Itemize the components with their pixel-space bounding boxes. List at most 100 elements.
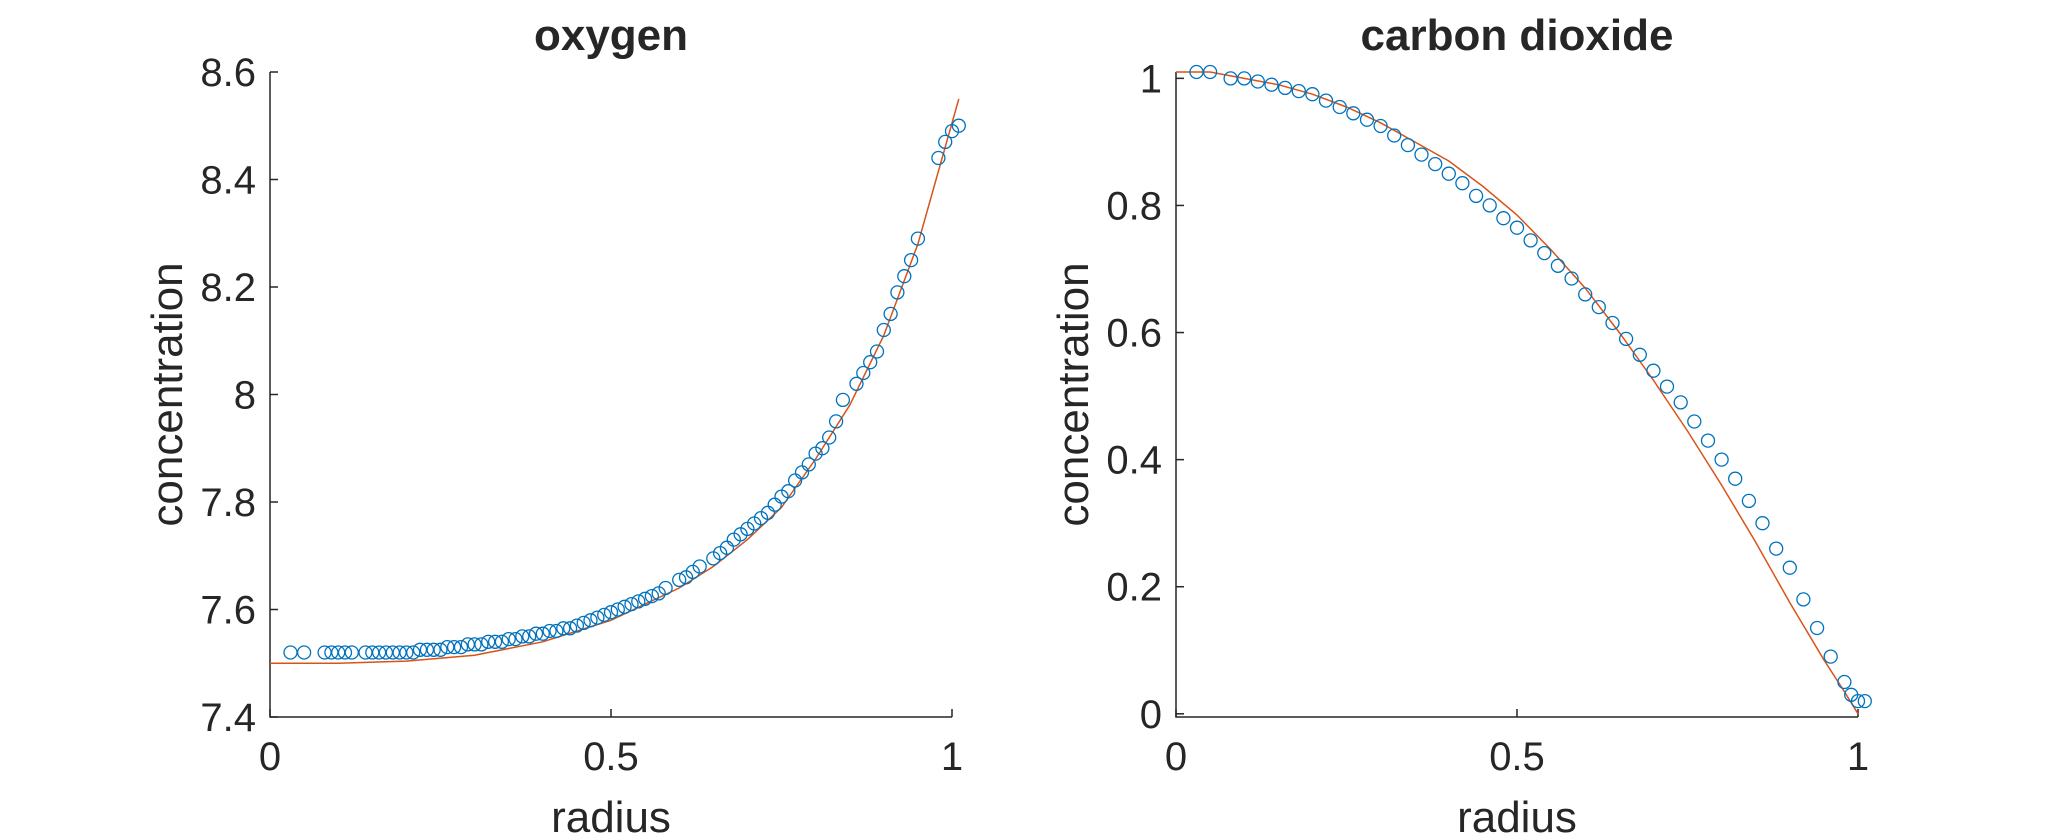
data-point xyxy=(378,645,394,660)
data-point xyxy=(1202,64,1218,80)
data-point xyxy=(692,559,707,574)
data-point xyxy=(1509,220,1525,235)
data-point xyxy=(528,626,544,641)
data-point xyxy=(344,645,359,660)
oxygen-plot: 7.4 7.6 7.8 8 8.2 8.4 8.6 0 0.5 1 oxygen radius conc… xyxy=(143,11,966,840)
data-point xyxy=(822,430,837,445)
data-point xyxy=(1264,77,1279,92)
fit-curve xyxy=(1176,71,1859,715)
data-point xyxy=(399,645,414,660)
data-point xyxy=(1455,176,1470,191)
data-point xyxy=(515,629,530,644)
data-point xyxy=(542,623,557,639)
data-point xyxy=(1837,674,1852,690)
data-point xyxy=(869,344,885,359)
data-point xyxy=(1291,83,1306,99)
data-point xyxy=(1809,620,1825,636)
data-point xyxy=(624,596,639,612)
y-tick-label: 8 xyxy=(234,374,256,418)
y-tick-label: 0.6 xyxy=(1106,312,1162,356)
data-point xyxy=(931,150,946,166)
data-point xyxy=(337,645,353,660)
data-point xyxy=(1823,649,1838,664)
data-point xyxy=(815,441,830,456)
data-point xyxy=(569,618,585,633)
x-tick-label: 0.5 xyxy=(583,735,639,779)
data-point xyxy=(576,615,591,631)
data-point xyxy=(1318,93,1334,108)
y-tick-label: 0 xyxy=(1140,693,1162,737)
plot-title: carbon dioxide xyxy=(1361,11,1674,60)
x-axis-label: radius xyxy=(551,793,671,840)
y-tick-label: 0.2 xyxy=(1106,566,1162,610)
y-tick-label: 8.6 xyxy=(200,51,256,95)
data-point xyxy=(637,591,653,606)
data-point xyxy=(481,634,496,649)
data-point xyxy=(562,621,578,636)
data-point xyxy=(453,639,469,655)
data-point xyxy=(1769,541,1784,556)
carbon-dioxide-plot: 0 0.2 0.4 0.6 0.8 1 0 0.5 1 carbon dioxide radius c… xyxy=(1049,11,1872,840)
data-point xyxy=(1673,395,1688,410)
data-point xyxy=(597,607,612,623)
data-point xyxy=(583,613,598,628)
data-point xyxy=(658,580,673,596)
data-point xyxy=(467,637,482,652)
data-point xyxy=(1414,147,1429,162)
data-point xyxy=(1496,211,1511,226)
data-point xyxy=(876,322,891,338)
data-point xyxy=(426,642,441,657)
data-point xyxy=(1550,258,1566,273)
data-point xyxy=(849,376,864,391)
data-point xyxy=(1850,693,1866,709)
data-point xyxy=(590,610,605,625)
x-axis-label: radius xyxy=(1457,793,1577,840)
data-point xyxy=(1741,493,1757,509)
data-point xyxy=(835,392,851,408)
x-tick-label: 0 xyxy=(259,735,281,779)
data-point xyxy=(1796,592,1811,607)
data-point xyxy=(801,457,816,472)
x-tick-label: 1 xyxy=(1847,735,1869,779)
data-point xyxy=(549,623,564,639)
data-point xyxy=(1387,128,1402,143)
data-point xyxy=(296,645,312,660)
data-point xyxy=(1700,433,1716,448)
data-point xyxy=(863,355,878,370)
data-point xyxy=(433,642,448,657)
data-point xyxy=(1782,560,1797,575)
data-point xyxy=(1755,516,1770,531)
data-point xyxy=(1591,299,1606,315)
data-point xyxy=(1646,363,1661,378)
data-point xyxy=(1632,347,1647,362)
data-point xyxy=(508,631,523,647)
x-tick-label: 0 xyxy=(1165,735,1187,779)
y-tick-label: 7.8 xyxy=(200,481,256,525)
data-point xyxy=(903,252,919,268)
data-point xyxy=(1428,156,1443,172)
fit-curve xyxy=(270,98,960,665)
data-point xyxy=(767,497,782,512)
data-point xyxy=(371,645,387,660)
data-point xyxy=(406,645,421,660)
data-point xyxy=(1332,99,1347,115)
data-point xyxy=(1523,233,1538,248)
data-point xyxy=(1714,452,1729,467)
data-point xyxy=(556,621,571,636)
data-point xyxy=(1305,87,1320,102)
data-point xyxy=(522,629,537,644)
y-tick-label: 8.2 xyxy=(200,266,256,310)
y-tick-label: 0.4 xyxy=(1106,439,1162,483)
data-point xyxy=(603,605,619,620)
data-point xyxy=(1482,198,1497,213)
x-tick-label: 1 xyxy=(941,735,963,779)
data-point xyxy=(1400,137,1416,153)
data-point xyxy=(938,134,953,150)
data-point xyxy=(535,626,550,641)
y-axis-label: concentration xyxy=(143,262,192,526)
data-point xyxy=(617,599,632,614)
data-point xyxy=(283,645,298,660)
data-point xyxy=(1564,271,1579,286)
y-tick-label: 0.8 xyxy=(1106,184,1162,228)
data-point xyxy=(1373,118,1388,134)
